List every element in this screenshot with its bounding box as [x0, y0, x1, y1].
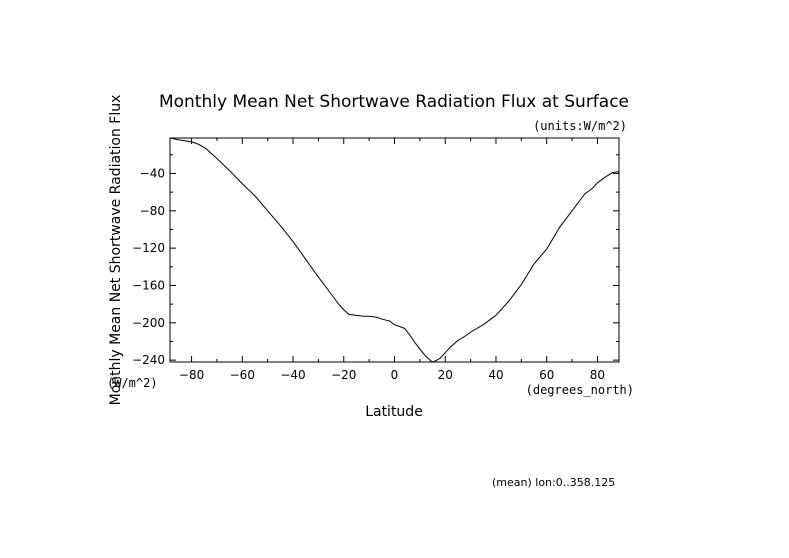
series-line: [169, 137, 620, 363]
x-tick-label: 40: [488, 368, 503, 382]
x-tick-label: −80: [179, 368, 204, 382]
x-axis-label: Latitude: [365, 404, 423, 420]
y-tick-label: −200: [132, 316, 165, 330]
y-tick-label: −120: [132, 241, 165, 255]
plot-frame: [169, 137, 620, 363]
y-tick-label: −80: [140, 204, 165, 218]
x-tick-label: −40: [280, 368, 305, 382]
x-axis-units: (degrees_north): [526, 383, 634, 397]
footer-text: (mean) lon:0..358.125: [492, 476, 615, 489]
y-axis-label: Monthly Mean Net Shortwave Radiation Flu…: [108, 95, 124, 406]
x-tick-label: 80: [590, 368, 605, 382]
y-axis-units: (W/m^2): [107, 376, 158, 390]
series-layer: [169, 137, 620, 363]
y-tick-label: −240: [132, 353, 165, 367]
x-tick-label: 20: [438, 368, 453, 382]
x-tick-label: −60: [230, 368, 255, 382]
axis-ticks: [170, 138, 619, 362]
x-tick-label: 0: [391, 368, 399, 382]
units-label: (units:W/m^2): [533, 119, 627, 133]
x-tick-label: −20: [331, 368, 356, 382]
y-tick-label: −40: [140, 166, 165, 180]
y-tick-label: −160: [132, 278, 165, 292]
x-tick-label: 60: [539, 368, 554, 382]
chart-title: Monthly Mean Net Shortwave Radiation Flu…: [159, 92, 629, 112]
tick-labels: −80 −60 −40 −20 0 20 40 60 80−40−80−120−160−200−…: [132, 166, 605, 382]
